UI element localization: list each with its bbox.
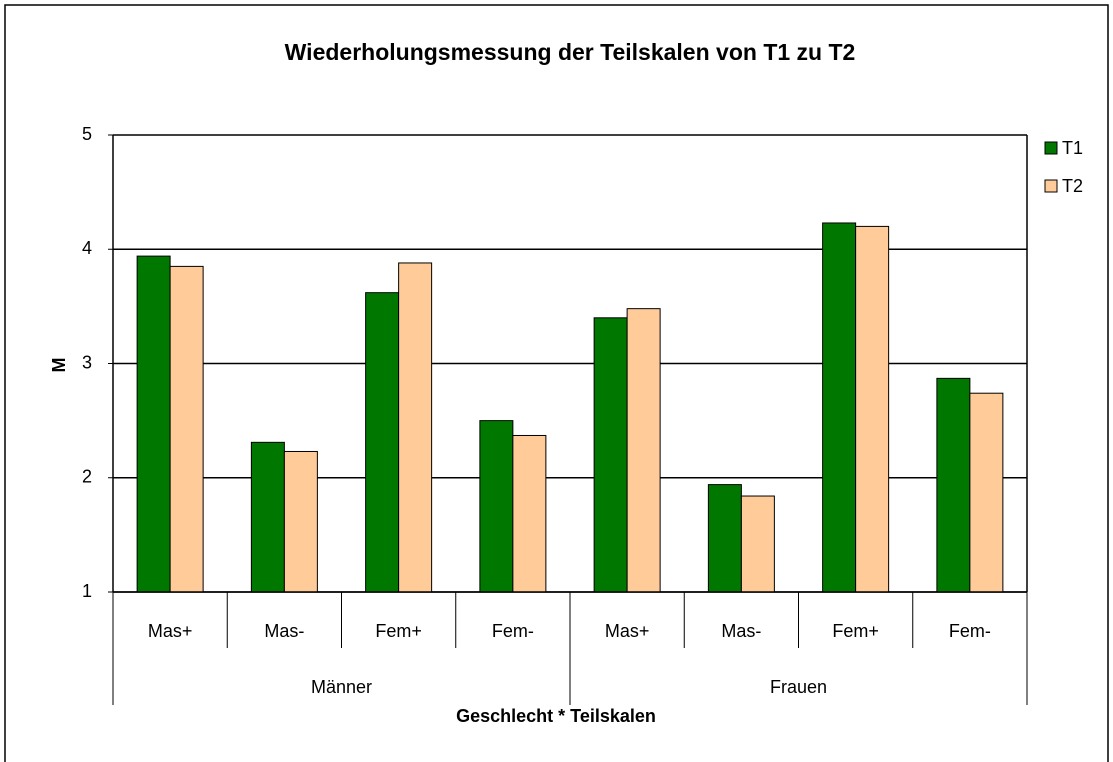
- legend-label: T2: [1062, 176, 1083, 196]
- bar: [169, 265, 204, 593]
- x-tick-label: Fem+: [375, 621, 422, 641]
- bar: [136, 255, 171, 593]
- bar: [740, 495, 775, 593]
- bar: [479, 420, 514, 593]
- y-tick-label: 5: [82, 124, 92, 144]
- bar: [593, 317, 628, 593]
- y-tick-label: 3: [82, 352, 92, 372]
- bar: [936, 377, 971, 593]
- x-tick-label: Fem-: [949, 621, 991, 641]
- chart-title: Wiederholungsmessung der Teilskalen von …: [285, 39, 856, 65]
- bar: [822, 222, 857, 593]
- bar: [707, 484, 742, 593]
- x-axis-title: Geschlecht * Teilskalen: [456, 706, 656, 726]
- y-axis-title: M: [49, 358, 69, 373]
- x-tick-label: Fem-: [492, 621, 534, 641]
- x-tick-label: Mas+: [605, 621, 650, 641]
- legend-swatch: [1044, 179, 1058, 193]
- x-tick-label: Mas-: [264, 621, 304, 641]
- legend-label: T1: [1062, 138, 1083, 158]
- x-tick-label: Mas-: [721, 621, 761, 641]
- x-tick-label: Fem+: [832, 621, 879, 641]
- bar: [626, 308, 661, 593]
- y-tick-label: 1: [82, 581, 92, 601]
- legend-swatch: [1044, 141, 1058, 155]
- x-tick-label: Mas+: [148, 621, 193, 641]
- group-label: Männer: [311, 677, 372, 697]
- bar: [512, 434, 547, 593]
- bar: [398, 262, 433, 593]
- y-tick-label: 4: [82, 238, 92, 258]
- bar: [283, 450, 318, 593]
- bar: [250, 441, 285, 593]
- bar: [855, 225, 890, 593]
- bar: [365, 292, 400, 593]
- group-label: Frauen: [770, 677, 827, 697]
- y-tick-label: 2: [82, 467, 92, 487]
- bar: [969, 392, 1004, 593]
